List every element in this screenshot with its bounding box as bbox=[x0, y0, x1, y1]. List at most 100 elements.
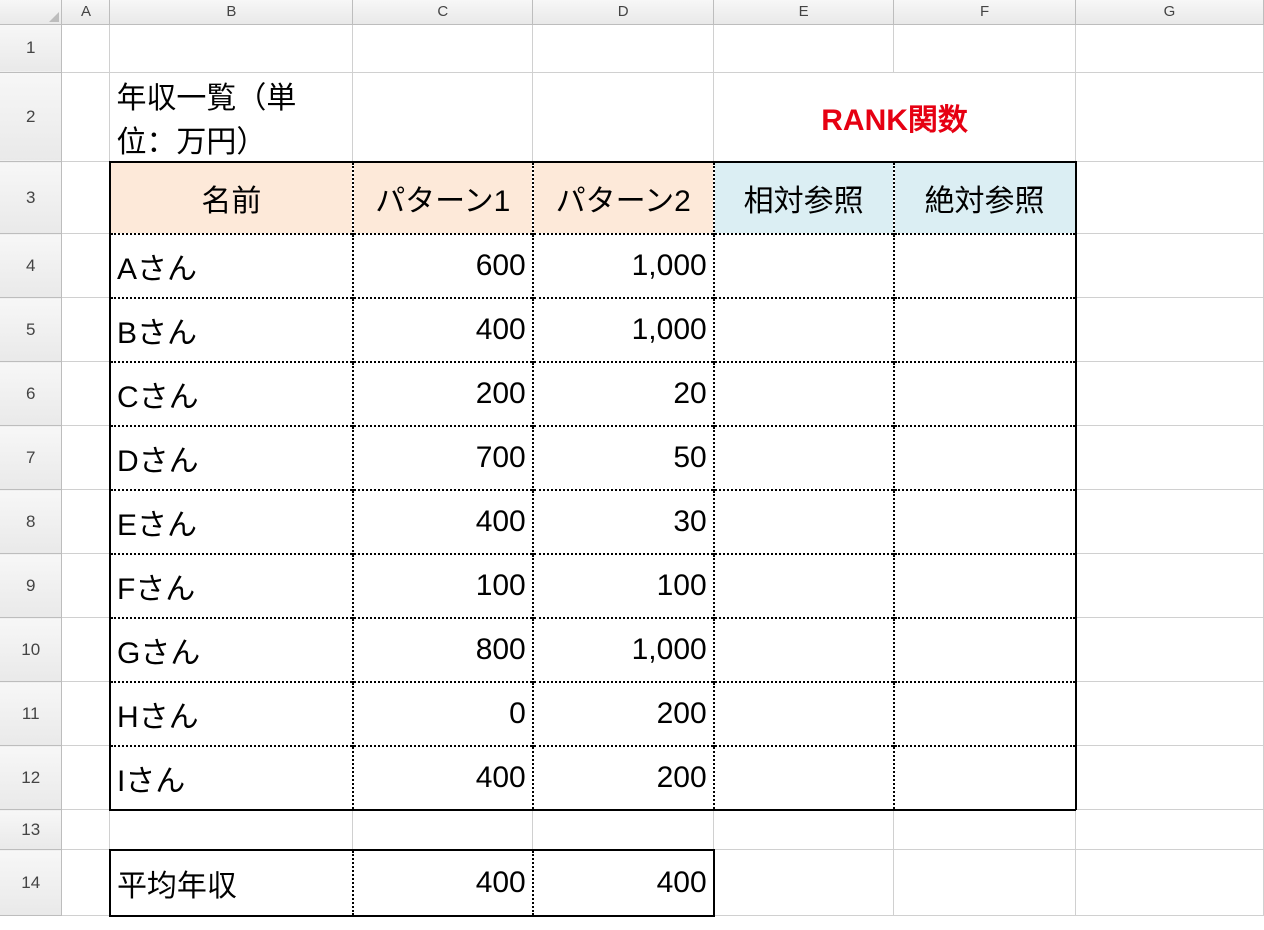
cell-C8[interactable]: 400 bbox=[353, 490, 533, 554]
cell-E9[interactable] bbox=[714, 554, 894, 618]
col-header-G[interactable]: G bbox=[1076, 0, 1264, 24]
cell-G14[interactable] bbox=[1076, 850, 1264, 916]
cell-B2[interactable]: 年収一覧（単位：万円） bbox=[110, 72, 353, 162]
cell-F5[interactable] bbox=[894, 298, 1076, 362]
cell-E13[interactable] bbox=[714, 810, 894, 850]
cell-C13[interactable] bbox=[353, 810, 533, 850]
cell-G3[interactable] bbox=[1076, 162, 1264, 234]
cell-E7[interactable] bbox=[714, 426, 894, 490]
cell-G1[interactable] bbox=[1076, 24, 1264, 72]
cell-D3[interactable]: パターン2 bbox=[533, 162, 714, 234]
cell-C7[interactable]: 700 bbox=[353, 426, 533, 490]
cell-C2[interactable] bbox=[353, 72, 533, 162]
cell-A5[interactable] bbox=[62, 298, 110, 362]
cell-G12[interactable] bbox=[1076, 746, 1264, 810]
cell-D2[interactable] bbox=[533, 72, 714, 162]
cell-E5[interactable] bbox=[714, 298, 894, 362]
cell-C12[interactable]: 400 bbox=[353, 746, 533, 810]
col-header-B[interactable]: B bbox=[110, 0, 353, 24]
cell-D14[interactable]: 400 bbox=[533, 850, 714, 916]
cell-C10[interactable]: 800 bbox=[353, 618, 533, 682]
cell-E3[interactable]: 相対参照 bbox=[714, 162, 894, 234]
row-header-9[interactable]: 9 bbox=[0, 554, 62, 618]
cell-A14[interactable] bbox=[62, 850, 110, 916]
cell-C14[interactable]: 400 bbox=[353, 850, 533, 916]
row-header-2[interactable]: 2 bbox=[0, 72, 62, 162]
cell-B9[interactable]: Fさん bbox=[110, 554, 353, 618]
cell-F4[interactable] bbox=[894, 234, 1076, 298]
cell-B11[interactable]: Hさん bbox=[110, 682, 353, 746]
cell-A6[interactable] bbox=[62, 362, 110, 426]
cell-A4[interactable] bbox=[62, 234, 110, 298]
cell-G5[interactable] bbox=[1076, 298, 1264, 362]
select-all-corner[interactable] bbox=[0, 0, 62, 24]
cell-A9[interactable] bbox=[62, 554, 110, 618]
cell-D6[interactable]: 20 bbox=[533, 362, 714, 426]
row-header-6[interactable]: 6 bbox=[0, 362, 62, 426]
cell-D12[interactable]: 200 bbox=[533, 746, 714, 810]
row-header-8[interactable]: 8 bbox=[0, 490, 62, 554]
cell-B7[interactable]: Dさん bbox=[110, 426, 353, 490]
cell-E2F2[interactable]: RANK関数 bbox=[714, 72, 1076, 162]
cell-C3[interactable]: パターン1 bbox=[353, 162, 533, 234]
cell-E11[interactable] bbox=[714, 682, 894, 746]
cell-F8[interactable] bbox=[894, 490, 1076, 554]
col-header-A[interactable]: A bbox=[62, 0, 110, 24]
cell-G8[interactable] bbox=[1076, 490, 1264, 554]
cell-D10[interactable]: 1,000 bbox=[533, 618, 714, 682]
cell-E1[interactable] bbox=[714, 24, 894, 72]
cell-G10[interactable] bbox=[1076, 618, 1264, 682]
col-header-F[interactable]: F bbox=[894, 0, 1076, 24]
cell-C4[interactable]: 600 bbox=[353, 234, 533, 298]
cell-F9[interactable] bbox=[894, 554, 1076, 618]
row-header-10[interactable]: 10 bbox=[0, 618, 62, 682]
cell-G6[interactable] bbox=[1076, 362, 1264, 426]
cell-F3[interactable]: 絶対参照 bbox=[894, 162, 1076, 234]
cell-F11[interactable] bbox=[894, 682, 1076, 746]
cell-D4[interactable]: 1,000 bbox=[533, 234, 714, 298]
col-header-D[interactable]: D bbox=[533, 0, 714, 24]
cell-D5[interactable]: 1,000 bbox=[533, 298, 714, 362]
cell-B3[interactable]: 名前 bbox=[110, 162, 353, 234]
cell-C6[interactable]: 200 bbox=[353, 362, 533, 426]
cell-C11[interactable]: 0 bbox=[353, 682, 533, 746]
cell-A13[interactable] bbox=[62, 810, 110, 850]
row-header-1[interactable]: 1 bbox=[0, 24, 62, 72]
cell-F12[interactable] bbox=[894, 746, 1076, 810]
cell-D11[interactable]: 200 bbox=[533, 682, 714, 746]
row-header-14[interactable]: 14 bbox=[0, 850, 62, 916]
row-header-3[interactable]: 3 bbox=[0, 162, 62, 234]
cell-G7[interactable] bbox=[1076, 426, 1264, 490]
cell-E12[interactable] bbox=[714, 746, 894, 810]
cell-B12[interactable]: Iさん bbox=[110, 746, 353, 810]
spreadsheet[interactable]: A B C D E F G 1 2 年収一覧（単位：万円） RANK関数 3 名… bbox=[0, 0, 1264, 930]
cell-E10[interactable] bbox=[714, 618, 894, 682]
row-header-12[interactable]: 12 bbox=[0, 746, 62, 810]
col-header-E[interactable]: E bbox=[714, 0, 894, 24]
row-header-5[interactable]: 5 bbox=[0, 298, 62, 362]
cell-A12[interactable] bbox=[62, 746, 110, 810]
cell-C5[interactable]: 400 bbox=[353, 298, 533, 362]
cell-B14[interactable]: 平均年収 bbox=[110, 850, 353, 916]
cell-A1[interactable] bbox=[62, 24, 110, 72]
cell-B1[interactable] bbox=[110, 24, 353, 72]
cell-E6[interactable] bbox=[714, 362, 894, 426]
cell-E14[interactable] bbox=[714, 850, 894, 916]
col-header-C[interactable]: C bbox=[353, 0, 533, 24]
cell-C1[interactable] bbox=[353, 24, 533, 72]
cell-G9[interactable] bbox=[1076, 554, 1264, 618]
cell-E8[interactable] bbox=[714, 490, 894, 554]
row-header-7[interactable]: 7 bbox=[0, 426, 62, 490]
row-header-11[interactable]: 11 bbox=[0, 682, 62, 746]
cell-A8[interactable] bbox=[62, 490, 110, 554]
cell-A11[interactable] bbox=[62, 682, 110, 746]
cell-D8[interactable]: 30 bbox=[533, 490, 714, 554]
cell-D1[interactable] bbox=[533, 24, 714, 72]
cell-D7[interactable]: 50 bbox=[533, 426, 714, 490]
cell-F7[interactable] bbox=[894, 426, 1076, 490]
cell-D9[interactable]: 100 bbox=[533, 554, 714, 618]
cell-C9[interactable]: 100 bbox=[353, 554, 533, 618]
cell-F1[interactable] bbox=[894, 24, 1076, 72]
cell-E4[interactable] bbox=[714, 234, 894, 298]
cell-B6[interactable]: Cさん bbox=[110, 362, 353, 426]
